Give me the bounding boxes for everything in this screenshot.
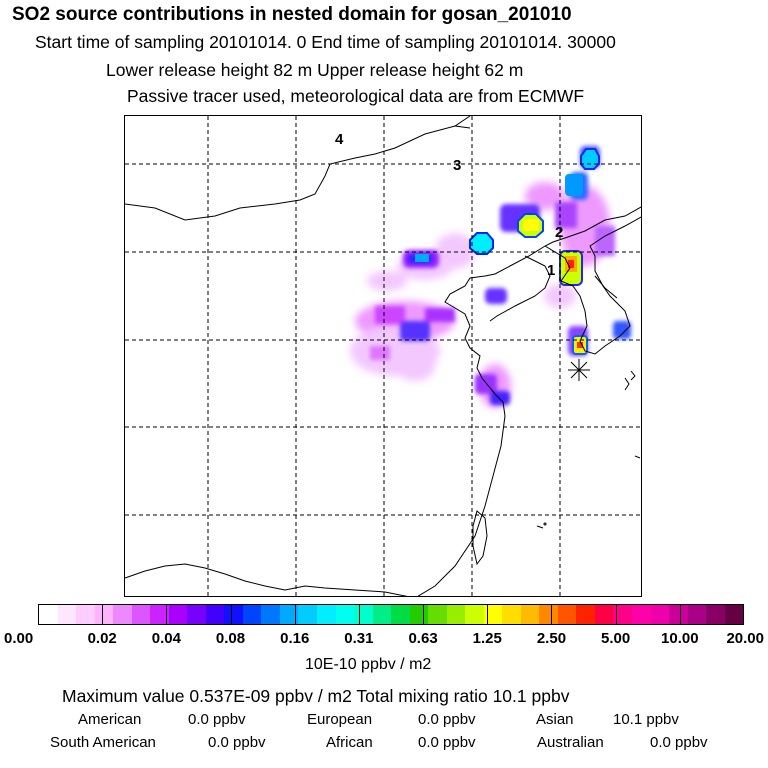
colorbar-divider bbox=[551, 604, 553, 625]
colorbar-divider bbox=[166, 604, 168, 625]
colorbar-swatch bbox=[57, 605, 77, 624]
colorbar-swatch bbox=[76, 605, 95, 624]
sampling-time-line: Start time of sampling 20101014. 0 End t… bbox=[35, 32, 616, 52]
colorbar-swatch bbox=[354, 605, 373, 624]
colorbar-swatch bbox=[650, 605, 670, 624]
colorbar-swatch bbox=[39, 605, 58, 624]
region-african-value: 0.0 ppbv bbox=[418, 734, 476, 751]
map-canvas bbox=[125, 116, 641, 596]
colorbar-tick-label: 0.00 bbox=[4, 630, 34, 647]
colorbar-tick-label: 10.00 bbox=[661, 630, 699, 647]
region-asian-label: Asian bbox=[536, 711, 574, 728]
colorbar-swatch bbox=[131, 605, 151, 624]
asterisk-marker bbox=[568, 359, 590, 381]
colorbar-swatch bbox=[391, 605, 410, 624]
colorbar-tick-label: 5.00 bbox=[601, 630, 631, 647]
colorbar-divider bbox=[230, 604, 232, 625]
colorbar-swatch bbox=[669, 605, 688, 624]
region-label-1: 1 bbox=[547, 262, 556, 279]
release-height-line: Lower release height 82 m Upper release … bbox=[106, 60, 524, 80]
colorbar-swatch bbox=[298, 605, 317, 624]
colorbar-swatch bbox=[706, 605, 725, 624]
colorbar-swatch bbox=[409, 605, 429, 624]
colorbar-tick-label: 2.50 bbox=[536, 630, 567, 647]
max-value-line: Maximum value 0.537E-09 ppbv / m2 Total … bbox=[62, 686, 570, 706]
colorbar-swatch bbox=[168, 605, 188, 624]
colorbar-swatch bbox=[632, 605, 651, 624]
colorbar-swatch bbox=[465, 605, 484, 624]
colorbar-tick-label: 20.00 bbox=[726, 630, 764, 647]
region-european-label: European bbox=[307, 711, 373, 728]
colorbar-swatch bbox=[316, 605, 336, 624]
colorbar-swatch bbox=[187, 605, 206, 624]
colorbar-swatch bbox=[335, 605, 355, 624]
region-label-2: 2 bbox=[555, 224, 564, 241]
colorbar-swatch bbox=[94, 605, 114, 624]
colorbar-swatch bbox=[113, 605, 132, 624]
colorbar-swatch bbox=[539, 605, 558, 624]
region-south-american-value: 0.0 ppbv bbox=[208, 734, 266, 751]
colorbar-unit: 10E-10 ppbv / m2 bbox=[305, 656, 432, 673]
colorbar-swatch bbox=[372, 605, 392, 624]
colorbar-swatch bbox=[205, 605, 225, 624]
colorbar-swatch bbox=[613, 605, 632, 624]
colorbar-tick-label: 0.63 bbox=[408, 630, 438, 647]
region-australian-label: Australian bbox=[537, 734, 604, 751]
colorbar-swatch bbox=[687, 605, 707, 624]
colorbar-divider bbox=[358, 604, 360, 625]
page-title: SO2 source contributions in nested domai… bbox=[12, 4, 572, 25]
region-south-american-label: South American bbox=[50, 734, 156, 751]
colorbar-swatch bbox=[279, 605, 299, 624]
tracer-info-line: Passive tracer used, meteorological data… bbox=[127, 86, 585, 106]
lat-lon-grid bbox=[125, 116, 641, 596]
region-american-value: 0.0 ppbv bbox=[188, 711, 246, 728]
colorbar-swatch bbox=[150, 605, 169, 624]
colorbar bbox=[38, 604, 744, 625]
region-label-3: 3 bbox=[453, 157, 462, 174]
colorbar-tick-label: 0.16 bbox=[280, 630, 310, 647]
colorbar-swatch bbox=[594, 605, 614, 624]
colorbar-tick-label: 0.08 bbox=[215, 630, 246, 647]
colorbar-swatch bbox=[520, 605, 540, 624]
region-asian-value: 10.1 ppbv bbox=[613, 711, 679, 728]
colorbar-swatch bbox=[576, 605, 595, 624]
colorbar-tick-label: 1.25 bbox=[472, 630, 502, 647]
colorbar-tick-label: 0.31 bbox=[344, 630, 374, 647]
colorbar-swatch bbox=[724, 605, 744, 624]
map-panel: 1 2 3 4 bbox=[124, 115, 642, 597]
colorbar-swatch bbox=[428, 605, 447, 624]
colorbar-swatch bbox=[446, 605, 466, 624]
colorbar-swatch bbox=[224, 605, 243, 624]
colorbar-divider bbox=[679, 604, 681, 625]
colorbar-swatch bbox=[557, 605, 577, 624]
region-african-label: African bbox=[326, 734, 373, 751]
colorbar-divider bbox=[294, 604, 296, 625]
region-american-label: American bbox=[78, 711, 142, 728]
colorbar-divider bbox=[102, 604, 104, 625]
colorbar-divider bbox=[615, 604, 617, 625]
coastlines bbox=[125, 116, 641, 596]
colorbar-tick-label: 0.02 bbox=[87, 630, 117, 647]
region-australian-value: 0.0 ppbv bbox=[650, 734, 708, 751]
region-european-value: 0.0 ppbv bbox=[418, 711, 476, 728]
colorbar-swatch bbox=[261, 605, 280, 624]
region-label-4: 4 bbox=[335, 131, 344, 148]
colorbar-swatch bbox=[242, 605, 262, 624]
colorbar-divider bbox=[423, 604, 425, 625]
colorbar-divider bbox=[487, 604, 489, 625]
colorbar-swatch bbox=[483, 605, 503, 624]
colorbar-tick-label: 0.04 bbox=[151, 630, 181, 647]
colorbar-swatch bbox=[502, 605, 521, 624]
